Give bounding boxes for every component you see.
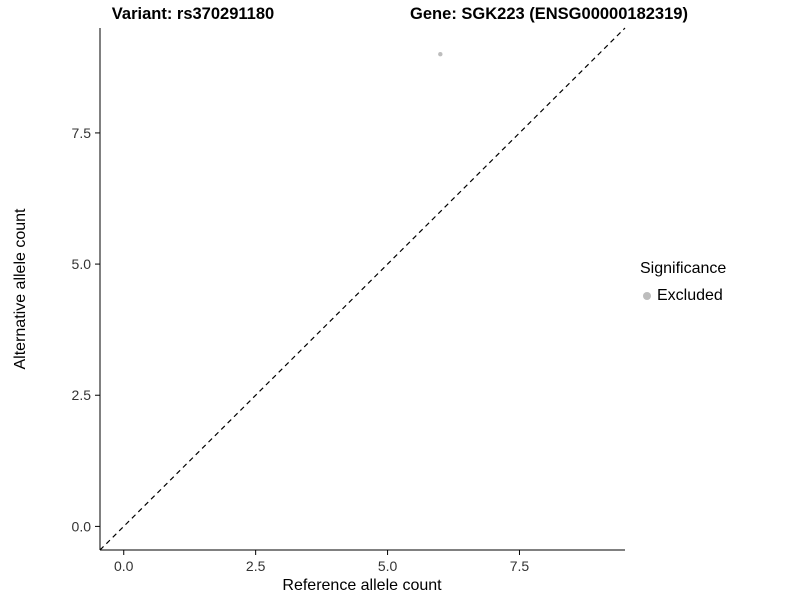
legend-item-label: Excluded: [657, 287, 723, 304]
legend-swatch-excluded-icon: [643, 292, 651, 300]
legend: Significance Excluded: [640, 260, 726, 305]
y-axis-title: Alternative allele count: [12, 208, 29, 370]
legend-title: Significance: [640, 260, 727, 277]
x-tick-label: 2.5: [246, 558, 266, 574]
x-axis-title: Reference allele count: [282, 577, 442, 594]
legend-item-excluded: Excluded: [640, 287, 726, 305]
y-tick-label: 5.0: [72, 256, 92, 272]
x-tick-label: 7.5: [510, 558, 530, 574]
y-tick-label: 2.5: [72, 387, 92, 403]
identity-reference-line: [99, 27, 626, 551]
y-tick-label: 7.5: [72, 125, 92, 141]
y-tick-label: 0.0: [72, 518, 92, 534]
x-tick-label: 5.0: [378, 558, 398, 574]
plot-title-variant: Variant: rs370291180: [111, 5, 275, 23]
x-tick-label: 0.0: [114, 558, 134, 574]
plot-title-gene: Gene: SGK223 (ENSG00000182319): [410, 5, 688, 23]
data-point: [438, 52, 443, 57]
